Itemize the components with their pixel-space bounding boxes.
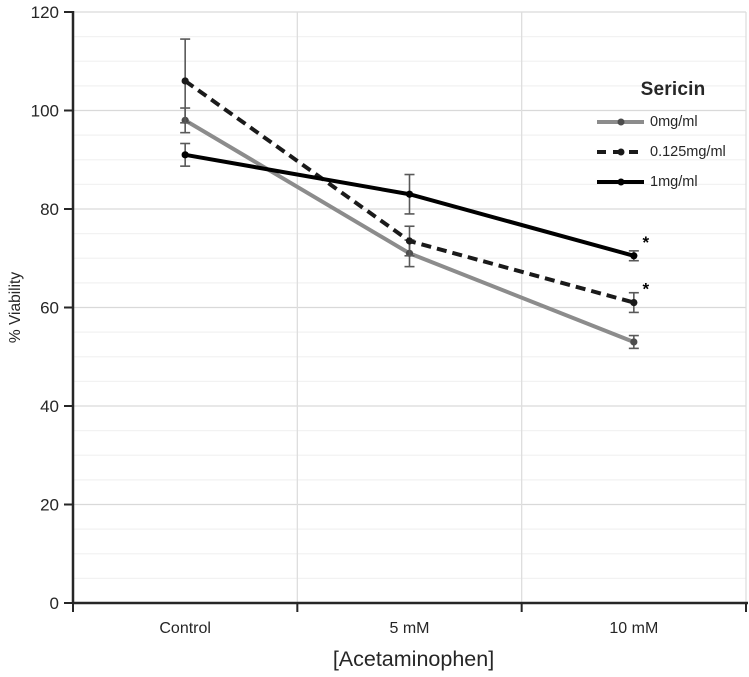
series-marker-1mg/ml [405,190,414,198]
x-category-label: 10 mM [609,620,658,637]
legend-line-sample-1mgml-icon [597,178,644,186]
y-tick-label: 20 [40,496,59,515]
legend-item-0125mgml: 0.125mg/ml [597,137,749,167]
legend-label: 1mg/ml [650,174,698,190]
significance-asterisk: * [643,280,650,299]
y-tick-label: 120 [31,3,59,22]
y-tick-label: 60 [40,299,59,318]
chart-legend: Sericin 0mg/ml 0.125mg/ml 1mg/ml [597,79,749,197]
legend-line-sample-0mgml-icon [597,118,644,126]
series-marker-1mg/ml [630,252,638,260]
legend-item-1mgml: 1mg/ml [597,167,749,197]
x-category-label: Control [159,620,211,637]
significance-asterisk: * [643,233,650,252]
legend-label: 0.125mg/ml [650,144,726,160]
y-tick-label: 40 [40,397,59,416]
legend-line-sample-0125mgml-icon [597,148,644,156]
x-category-label: 5 mM [390,620,430,637]
series-marker-0.125mg/ml [181,77,189,85]
series-marker-0.125mg/ml [405,237,414,245]
y-tick-label: 0 [50,594,59,613]
x-axis-title: [Acetaminophen] [333,647,494,671]
legend-label: 0mg/ml [650,114,698,130]
legend-marker-dot-icon [617,148,624,156]
legend-title: Sericin [640,79,706,100]
y-tick-label: 100 [31,102,59,121]
y-axis-title: % Viability [7,272,24,343]
legend-marker-dot-icon [617,178,624,186]
legend-item-0mgml: 0mg/ml [597,107,749,137]
legend-marker-dot-icon [617,118,624,126]
series-marker-0mg/ml [630,338,638,346]
y-tick-label: 80 [40,200,59,219]
series-marker-0.125mg/ml [630,298,638,307]
series-marker-1mg/ml [181,151,189,159]
